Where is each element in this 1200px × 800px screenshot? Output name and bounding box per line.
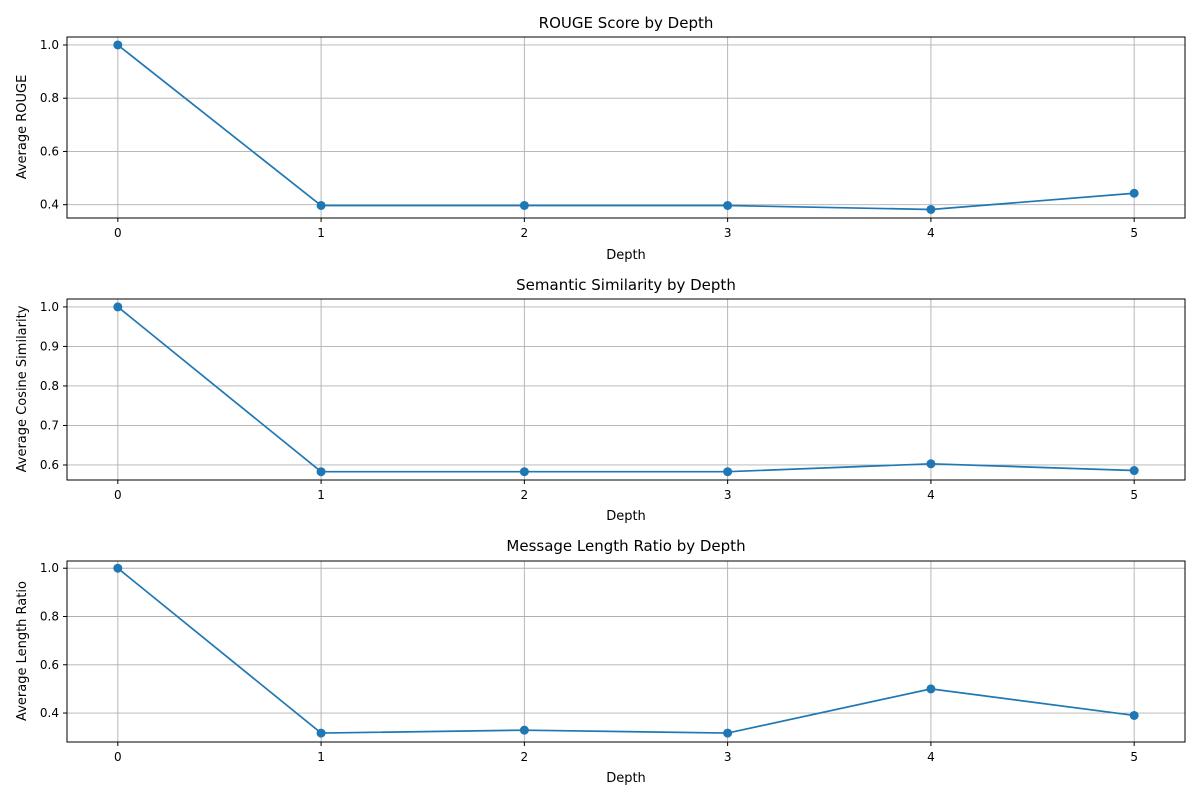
x-tick-label: 2 bbox=[521, 750, 529, 764]
x-tick-label: 1 bbox=[317, 488, 325, 502]
data-point bbox=[723, 200, 733, 210]
data-point bbox=[113, 40, 123, 50]
data-point bbox=[1129, 188, 1139, 198]
x-tick-label: 0 bbox=[114, 488, 122, 502]
x-tick-label: 3 bbox=[724, 226, 732, 240]
data-point bbox=[723, 728, 733, 738]
chart-title-length: Message Length Ratio by Depth bbox=[506, 537, 745, 555]
chart-panel-length: Message Length Ratio by Depth Depth Aver… bbox=[15, 537, 1186, 786]
y-axis-label-rouge: Average ROUGE bbox=[15, 75, 30, 180]
series-line bbox=[117, 306, 1135, 473]
y-tick-label: 0.4 bbox=[40, 706, 59, 720]
x-tick-label: 2 bbox=[521, 488, 529, 502]
x-tick-label: 5 bbox=[1130, 488, 1138, 502]
y-tick-label: 0.8 bbox=[40, 379, 59, 393]
y-tick-label: 0.9 bbox=[40, 339, 59, 353]
x-tick-label: 3 bbox=[724, 488, 732, 502]
x-tick-label: 1 bbox=[317, 750, 325, 764]
data-point bbox=[519, 467, 529, 477]
y-tick-label: 1.0 bbox=[40, 38, 59, 52]
y-tick-label: 1.0 bbox=[40, 561, 59, 575]
series-rouge bbox=[113, 40, 1139, 214]
y-tick-label: 0.8 bbox=[40, 610, 59, 624]
series-length bbox=[113, 563, 1139, 738]
ticks-length: 0 1 2 3 4 5 0.4 0.6 0.8 1.0 bbox=[40, 561, 1138, 764]
x-tick-label: 3 bbox=[724, 750, 732, 764]
x-tick-label: 1 bbox=[317, 226, 325, 240]
data-point bbox=[519, 725, 529, 735]
ticks-semantic: 0 1 2 3 4 5 0.6 0.7 0.8 0.9 1.0 bbox=[40, 300, 1138, 502]
data-point bbox=[926, 204, 936, 214]
data-point bbox=[1129, 466, 1139, 476]
data-point bbox=[113, 302, 123, 312]
x-axis-label-length: Depth bbox=[606, 771, 646, 786]
chart-panel-semantic: Semantic Similarity by Depth Depth Avera… bbox=[15, 276, 1186, 524]
x-tick-label: 5 bbox=[1130, 750, 1138, 764]
x-tick-label: 4 bbox=[927, 488, 935, 502]
x-axis-label-semantic: Depth bbox=[606, 509, 646, 524]
x-tick-label: 0 bbox=[114, 750, 122, 764]
y-axis-label-semantic: Average Cosine Similarity bbox=[15, 305, 30, 472]
ticks-rouge: 0 1 2 3 4 5 0.4 0.6 0.8 1.0 bbox=[40, 38, 1138, 240]
data-point bbox=[723, 467, 733, 477]
x-tick-label: 0 bbox=[114, 226, 122, 240]
x-axis-label-rouge: Depth bbox=[606, 248, 646, 263]
y-tick-label: 0.7 bbox=[40, 418, 59, 432]
x-tick-label: 4 bbox=[927, 750, 935, 764]
grid-semantic bbox=[67, 299, 1185, 480]
chart-title-semantic: Semantic Similarity by Depth bbox=[516, 276, 736, 294]
plot-frame-semantic bbox=[66, 298, 1186, 481]
plot-frame-rouge bbox=[66, 36, 1186, 219]
grid-length bbox=[67, 561, 1185, 742]
y-tick-label: 0.6 bbox=[40, 658, 59, 672]
series-line bbox=[117, 567, 1135, 734]
data-point bbox=[926, 684, 936, 694]
data-point bbox=[316, 728, 326, 738]
series-line bbox=[117, 44, 1135, 211]
y-tick-label: 0.6 bbox=[40, 144, 59, 158]
y-tick-label: 0.8 bbox=[40, 91, 59, 105]
chart-title-rouge: ROUGE Score by Depth bbox=[539, 14, 714, 32]
series-semantic bbox=[113, 302, 1139, 477]
y-tick-label: 0.4 bbox=[40, 198, 59, 212]
chart-panel-rouge: ROUGE Score by Depth Depth Average ROUGE… bbox=[15, 14, 1186, 263]
y-axis-label-length: Average Length Ratio bbox=[15, 581, 30, 721]
data-point bbox=[316, 200, 326, 210]
data-point bbox=[1129, 710, 1139, 720]
x-tick-label: 5 bbox=[1130, 226, 1138, 240]
x-tick-label: 2 bbox=[521, 226, 529, 240]
x-tick-label: 4 bbox=[927, 226, 935, 240]
data-point bbox=[316, 467, 326, 477]
data-point bbox=[519, 200, 529, 210]
plot-frame-length bbox=[66, 560, 1186, 743]
y-tick-label: 0.6 bbox=[40, 458, 59, 472]
data-point bbox=[113, 563, 123, 573]
data-point bbox=[926, 459, 936, 469]
y-tick-label: 1.0 bbox=[40, 300, 59, 314]
